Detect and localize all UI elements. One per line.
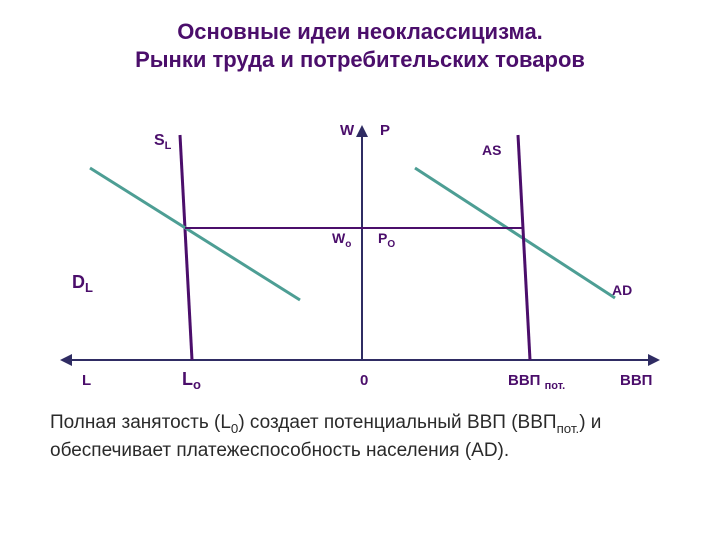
title-line2: Рынки труда и потребительских товаров — [40, 46, 680, 74]
line-SL — [180, 135, 192, 360]
slide-title: Основные идеи неоклассицизма. Рынки труд… — [0, 18, 720, 73]
title-line1: Основные идеи неоклассицизма. — [40, 18, 680, 46]
label-GDP: ВВП — [620, 372, 652, 389]
caption-p1: Полная занятость (L — [50, 412, 231, 433]
label-DL: DL — [72, 272, 93, 295]
caption-text: Полная занятость (L0) создает потенциаль… — [50, 410, 670, 463]
diagram: SL DL W P Wo PO AS AD L Lo 0 ВВП пот. ВВП — [50, 110, 670, 400]
diagram-svg: SL DL W P Wo PO AS AD L Lo 0 ВВП пот. ВВП — [50, 110, 670, 400]
caption-sub2: пот. — [557, 421, 580, 436]
label-L: L — [82, 372, 91, 389]
label-P: P — [380, 122, 390, 139]
label-AD: AD — [612, 282, 632, 298]
line-AD — [518, 135, 530, 360]
label-AS: AS — [482, 142, 501, 158]
label-W: W — [340, 122, 355, 139]
line-AS — [415, 168, 615, 298]
label-SL: SL — [154, 132, 172, 152]
label-Wo: Wo — [332, 230, 351, 250]
label-Po: PO — [378, 230, 395, 250]
label-zero: 0 — [360, 372, 368, 389]
line-DL — [90, 168, 300, 300]
label-GDPpot: ВВП пот. — [508, 372, 565, 392]
label-Lo: Lo — [182, 369, 201, 392]
caption-p2: ) создает потенциальный ВВП (ВВП — [238, 412, 556, 433]
